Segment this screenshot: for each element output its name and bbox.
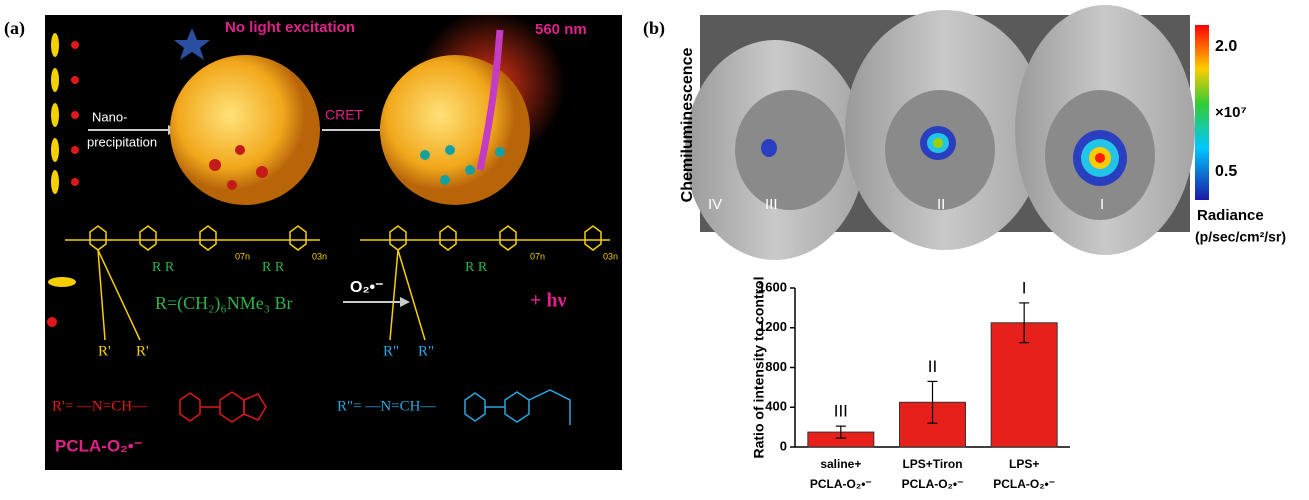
step-label: precipitation	[87, 134, 157, 149]
annotation: CRET	[325, 107, 364, 123]
end-group: R'	[136, 343, 149, 359]
signal-spot	[933, 138, 943, 148]
scale-units: (p/sec/cm²/sr)	[1195, 229, 1286, 245]
x-tick-label: PCLA-O₂•⁻	[810, 477, 872, 491]
panel-label: (b)	[643, 18, 665, 39]
x-tick-label: LPS+Tiron	[902, 457, 962, 471]
amphiphile-icon	[48, 277, 76, 287]
y-tick-label: 400	[765, 399, 787, 414]
axis-title: Ratio of intensity to control	[751, 277, 767, 459]
reactant: O₂•⁻	[350, 279, 384, 296]
y-tick-label: 800	[765, 359, 787, 374]
x-tick-label: LPS+	[1009, 457, 1039, 471]
mouse-label: IV	[708, 196, 722, 213]
mouse-label: II	[937, 196, 945, 213]
step-label: Nano-	[92, 109, 127, 124]
subscript: 07n	[235, 251, 250, 261]
annotation: 560 nm	[535, 21, 587, 38]
subscript: 03n	[603, 251, 618, 261]
subscript: 07n	[530, 251, 545, 261]
x-tick-label: saline+	[820, 457, 861, 471]
mouse-label: III	[765, 196, 778, 213]
bar-chart: Ratio of intensity to control 0 400 800 1200…	[751, 277, 1070, 492]
bar-label: III	[834, 402, 848, 421]
panel-label: (a)	[4, 18, 25, 39]
signal-spot	[761, 139, 777, 157]
end-group: R"	[418, 343, 434, 359]
definition: R"= —N=CH—	[337, 398, 436, 414]
x-tick-label: PCLA-O₂•⁻	[902, 477, 964, 491]
amphiphile-icon	[47, 317, 57, 327]
bar-label: II	[928, 357, 937, 376]
nanoparticle	[380, 55, 530, 205]
signal-spot	[1095, 153, 1105, 163]
mouse-label: I	[1100, 196, 1104, 213]
scale-title: Radiance	[1197, 207, 1264, 224]
end-group: R"	[383, 343, 399, 359]
subscript: 03n	[312, 251, 327, 261]
annotation: No light excitation	[225, 19, 355, 36]
axis-title: Chemiluminescence	[679, 48, 696, 203]
bar-label: I	[1022, 278, 1027, 297]
side-group: R R	[465, 260, 488, 275]
color-bar	[1195, 25, 1209, 200]
scale-label: 0.5	[1215, 163, 1237, 180]
side-group: R R	[152, 260, 175, 275]
probe-name: PCLA-O₂•⁻	[55, 436, 143, 455]
end-group: R'	[98, 343, 111, 359]
x-tick-label: PCLA-O₂•⁻	[993, 477, 1055, 491]
y-tick-label: 1600	[758, 279, 787, 294]
y-tick-label: 0	[780, 438, 787, 453]
annotation: + hν	[530, 290, 567, 312]
scale-label: 2.0	[1215, 38, 1237, 55]
scale-label: ×10⁷	[1215, 104, 1247, 121]
y-tick-label: 1200	[758, 319, 787, 334]
figure: (a) Nano- precipitation No light excitat…	[0, 0, 1309, 495]
definition: R'= —N=CH—	[52, 398, 148, 414]
abdomen	[735, 90, 845, 210]
r-group: R=(CH₂)₆NMe₃ Br	[155, 293, 292, 314]
side-group: R R	[262, 260, 285, 275]
nanoparticle	[170, 55, 320, 205]
